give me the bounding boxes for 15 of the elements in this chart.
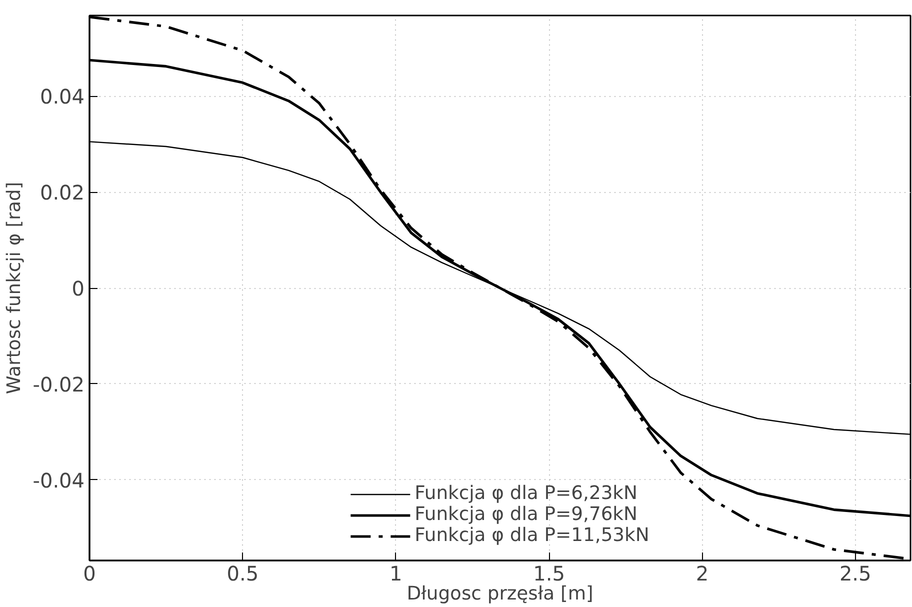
x-tick-label: 1 bbox=[389, 562, 402, 586]
x-tick-label: 0.5 bbox=[226, 562, 259, 586]
x-tick-label: 1.5 bbox=[533, 562, 565, 586]
x-axis-title: Długosc przęsła [m] bbox=[406, 584, 594, 604]
y-axis-title: Wartosc funkcji φ [rad] bbox=[4, 182, 25, 394]
legend-label: Funkcja φ dla P=9,76kN bbox=[414, 504, 638, 525]
y-tick-label: 0.04 bbox=[40, 84, 84, 109]
y-tick-label: -0.04 bbox=[32, 468, 84, 492]
x-tick-label: 2 bbox=[696, 562, 709, 586]
y-tick-label: 0.02 bbox=[40, 180, 84, 205]
y-tick-label: 0 bbox=[72, 276, 85, 300]
legend-label: Funkcja φ dla P=11,53kN bbox=[414, 525, 650, 546]
legend-label: Funkcja φ dla P=6,23kN bbox=[414, 483, 638, 504]
x-tick-label: 2.5 bbox=[839, 562, 872, 586]
y-tick-label: -0.02 bbox=[32, 372, 84, 396]
